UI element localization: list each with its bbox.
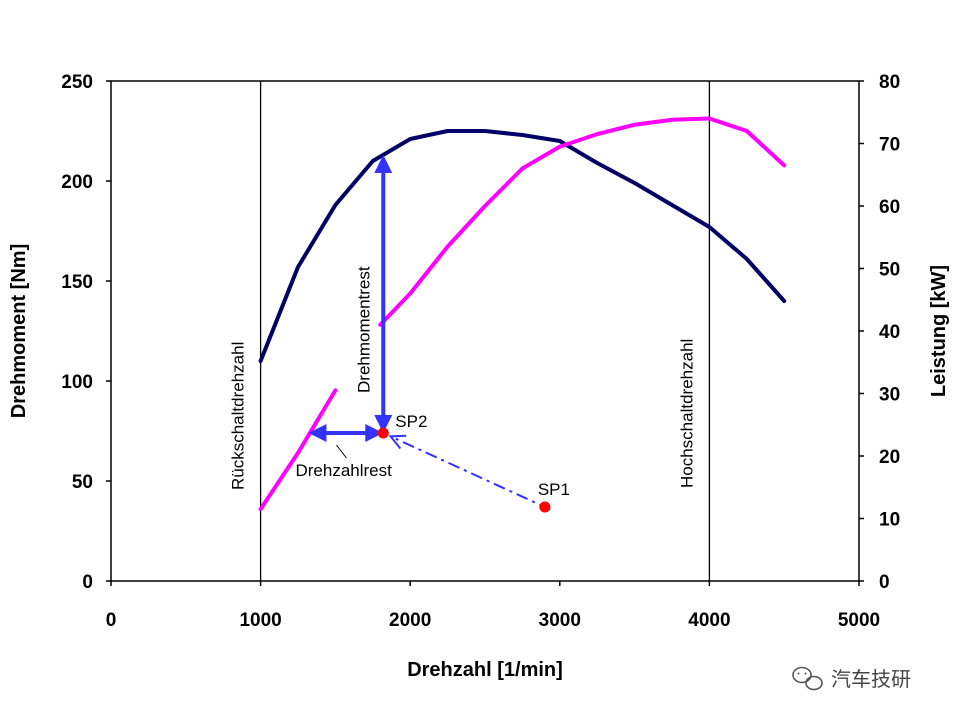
vertical-lines: Rückschaltdrehzahl Hochschaltdrehzahl	[229, 81, 711, 581]
shift-path-arrowhead	[388, 434, 407, 450]
speed-reserve-arrowhead-right	[365, 424, 384, 442]
watermark: 汽车技研	[792, 666, 911, 691]
operating-point	[377, 427, 389, 439]
y-tick-label: 150	[61, 272, 93, 293]
operating-point-label: SP1	[538, 480, 570, 499]
shift-path-arrow	[390, 435, 551, 511]
torque-line	[258, 129, 787, 363]
plot-area-group	[110, 80, 860, 582]
y-tick-label: 100	[61, 372, 93, 393]
x-axis-title: Drehzahl [1/min]	[407, 659, 563, 681]
y-tick-label: 50	[72, 472, 93, 493]
y-tick-label: 0	[82, 572, 93, 593]
x-tick-label: 0	[106, 610, 117, 631]
torque-reserve-arrowhead-top	[374, 155, 393, 173]
y2-tick-label: 20	[879, 447, 900, 468]
vertical-line-label: Hochschaltdrehzahl	[677, 339, 696, 488]
y2-axis-title: Leistung [kW]	[928, 265, 950, 397]
y2-tick-label: 80	[879, 72, 900, 93]
annotations-group: Drehmomentrest Drehzahlrest SP1 SP2	[295, 155, 570, 513]
x-tick-label: 3000	[539, 610, 581, 631]
tick-labels: 0 1000 2000 3000 4000 5000 0 50 100 150 200 250 0 10 2…	[61, 72, 900, 631]
speed-reserve-label: Drehzahlrest	[295, 461, 392, 480]
wechat-icon	[792, 666, 823, 691]
x-tick-label: 4000	[688, 610, 730, 631]
y-tick-label: 200	[61, 172, 93, 193]
y-tick-label: 250	[61, 72, 93, 93]
watermark-text: 汽车技研	[831, 667, 911, 691]
torque-reserve-label: Drehmomentrest	[354, 266, 373, 393]
y2-tick-label: 30	[879, 385, 900, 406]
x-tick-label: 2000	[389, 610, 431, 631]
y2-tick-label: 40	[879, 322, 900, 343]
y2-tick-label: 50	[879, 260, 900, 281]
speed-reserve-leader	[336, 444, 347, 459]
y-axis-title: Drehmoment [Nm]	[8, 244, 30, 418]
y2-tick-label: 0	[879, 572, 890, 593]
y2-tick-label: 70	[879, 135, 900, 156]
x-tick-label: 5000	[838, 610, 880, 631]
power-line	[378, 116, 787, 327]
series-group	[258, 116, 787, 512]
x-tick-label: 1000	[239, 610, 281, 631]
torque-reserve-arrowhead-bottom	[374, 415, 393, 433]
power-line	[258, 388, 338, 512]
y2-tick-label: 60	[879, 197, 900, 218]
vertical-line-label: Rückschaltdrehzahl	[229, 342, 248, 490]
operating-point	[539, 501, 551, 513]
y2-tick-label: 10	[879, 510, 900, 531]
operating-point-label: SP2	[395, 412, 427, 431]
plot-area	[110, 80, 860, 582]
speed-reserve-arrowhead-left	[308, 424, 327, 442]
